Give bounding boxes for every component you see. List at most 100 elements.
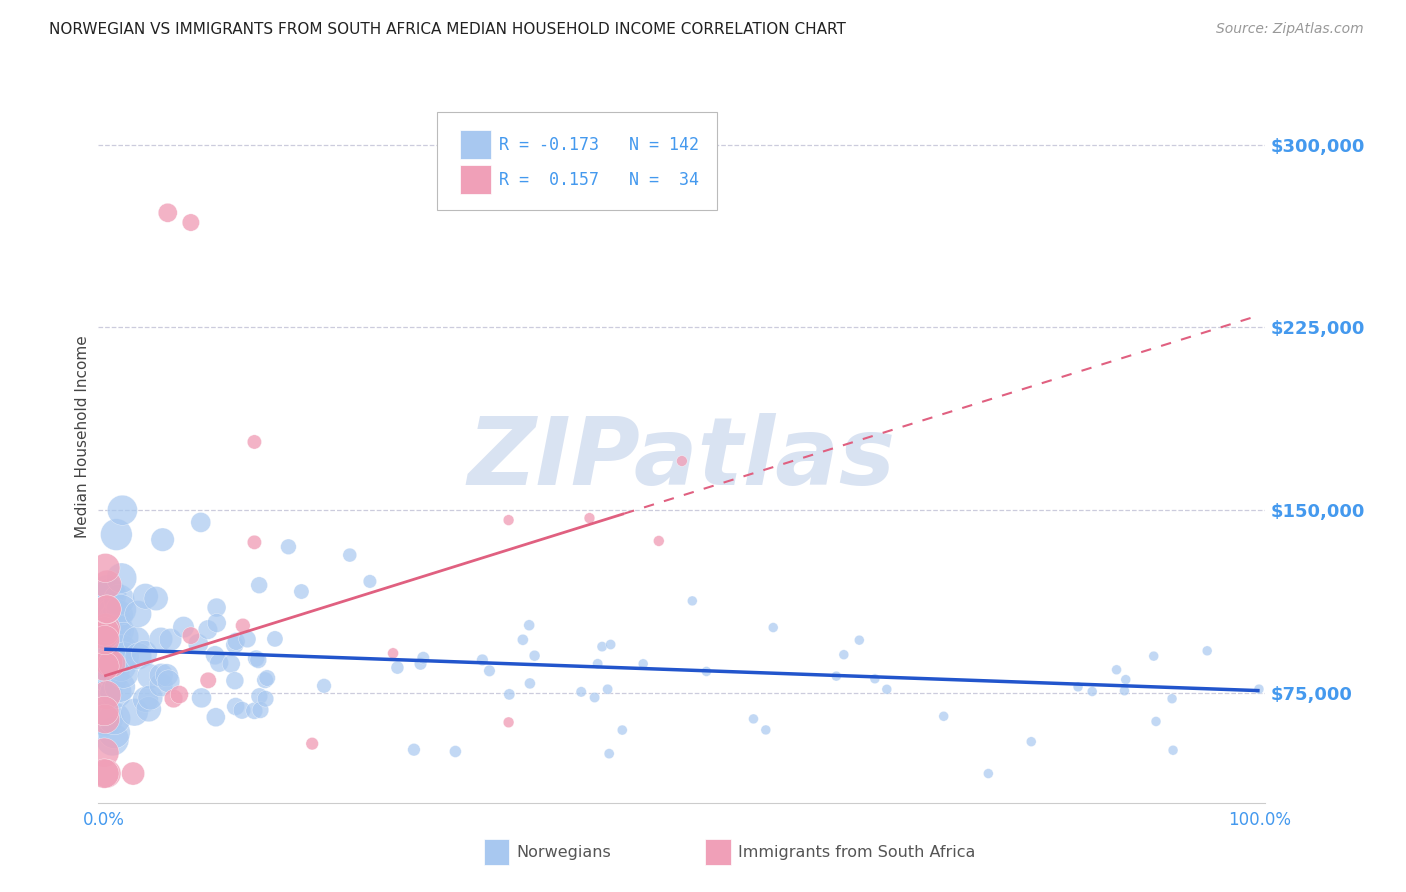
Point	[1114, 683, 1136, 698]
Point	[94, 624, 117, 639]
Point	[478, 664, 501, 678]
Point	[339, 548, 361, 562]
Point	[290, 584, 312, 599]
Point	[1115, 673, 1137, 687]
Point	[97, 630, 120, 644]
Point	[301, 737, 323, 751]
Point	[96, 603, 118, 617]
Point	[247, 653, 270, 667]
Point	[103, 665, 125, 680]
Point	[569, 685, 592, 699]
Point	[97, 617, 120, 632]
Point	[1081, 684, 1104, 698]
Point	[586, 657, 609, 671]
Point	[236, 632, 259, 646]
Point	[101, 607, 124, 622]
Point	[825, 669, 848, 683]
Point	[101, 732, 124, 747]
Point	[107, 624, 129, 638]
Point	[243, 704, 266, 718]
Point	[100, 606, 122, 620]
Point	[104, 624, 127, 639]
Point	[671, 454, 693, 468]
Point	[107, 608, 129, 623]
Point	[254, 673, 277, 688]
Point	[1247, 682, 1270, 697]
Point	[409, 657, 432, 671]
Point	[145, 591, 167, 606]
Point	[583, 690, 606, 705]
Point	[205, 615, 228, 630]
Point	[110, 603, 132, 617]
Point	[180, 629, 202, 643]
Point	[96, 766, 118, 780]
Point	[312, 679, 335, 693]
Point	[498, 687, 520, 701]
Point	[225, 634, 247, 648]
Point	[124, 705, 146, 719]
Point	[97, 643, 120, 657]
Point	[1019, 734, 1042, 748]
Text: Source: ZipAtlas.com: Source: ZipAtlas.com	[1216, 22, 1364, 37]
Point	[94, 627, 117, 641]
Point	[93, 643, 115, 657]
Text: R =  0.157   N =  34: R = 0.157 N = 34	[499, 170, 699, 188]
Point	[219, 657, 242, 671]
Text: ZIPatlas: ZIPatlas	[468, 413, 896, 505]
Point	[125, 633, 148, 648]
Point	[523, 648, 546, 663]
Point	[101, 665, 124, 679]
Text: NORWEGIAN VS IMMIGRANTS FROM SOUTH AFRICA MEDIAN HOUSEHOLD INCOME CORRELATION CH: NORWEGIAN VS IMMIGRANTS FROM SOUTH AFRIC…	[49, 22, 846, 37]
Point	[127, 607, 149, 621]
Point	[190, 516, 212, 530]
Point	[169, 688, 191, 702]
Point	[127, 649, 149, 664]
Point	[173, 620, 195, 634]
Point	[112, 666, 135, 681]
Point	[96, 640, 118, 654]
Point	[134, 646, 156, 660]
Point	[517, 618, 540, 632]
Point	[139, 690, 162, 705]
Point	[755, 723, 778, 737]
Point	[225, 699, 247, 714]
Point	[94, 617, 117, 632]
Point	[444, 744, 467, 758]
Point	[512, 632, 534, 647]
Point	[1197, 644, 1219, 658]
Point	[93, 704, 115, 718]
Point	[1144, 714, 1167, 729]
Point	[157, 674, 180, 689]
Point	[93, 746, 115, 760]
Point	[832, 648, 855, 662]
Point	[631, 657, 654, 671]
Point	[387, 660, 409, 674]
Point	[156, 206, 179, 220]
Point	[138, 702, 160, 716]
Point	[205, 600, 228, 615]
Point	[97, 662, 120, 676]
Point	[134, 692, 156, 706]
Point	[224, 638, 246, 652]
Point	[152, 533, 174, 547]
Point	[402, 742, 425, 756]
FancyBboxPatch shape	[437, 112, 717, 211]
Point	[110, 642, 132, 657]
Point	[232, 618, 254, 632]
Point	[149, 632, 172, 647]
Point	[264, 632, 287, 646]
Point	[243, 535, 266, 549]
Point	[498, 513, 520, 527]
Point	[98, 671, 121, 685]
Point	[107, 644, 129, 658]
Point	[103, 613, 125, 627]
Point	[742, 712, 765, 726]
Y-axis label: Median Household Income: Median Household Income	[75, 335, 90, 539]
Point	[103, 725, 125, 739]
Point	[110, 659, 132, 673]
Point	[197, 623, 219, 637]
Point	[599, 638, 621, 652]
Point	[204, 710, 226, 724]
Point	[231, 703, 253, 717]
Point	[138, 669, 160, 683]
